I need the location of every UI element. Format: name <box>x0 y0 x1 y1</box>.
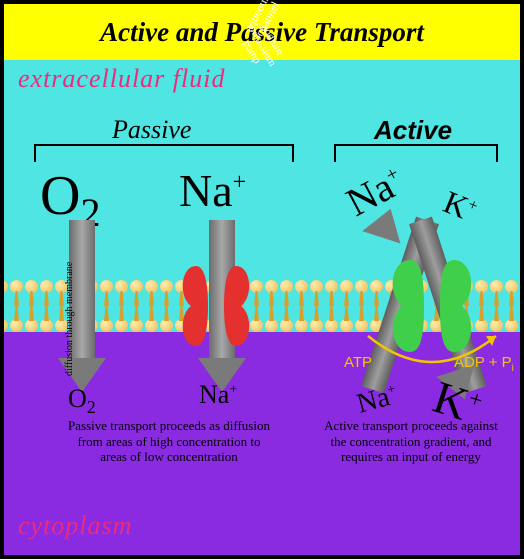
diffusion-label: diffusion through membrane <box>64 236 75 376</box>
active-section-label: Active <box>374 115 452 146</box>
o2-lower: O2 <box>68 384 96 418</box>
extracellular-label: extracellular fluid <box>18 64 225 94</box>
passive-bracket <box>34 144 294 162</box>
aqueous-channel-protein <box>176 256 256 356</box>
diagram-frame: Active and Passive Transport extracellul… <box>4 4 520 555</box>
passive-section-label: Passive <box>112 115 191 145</box>
atp-reaction-arc <box>362 328 502 378</box>
active-description: Active transport proceeds against the co… <box>316 418 506 465</box>
cytoplasm-label: cytoplasm <box>18 511 132 541</box>
passive-description: Passive transport proceeds as diffusion … <box>64 418 274 465</box>
na-lower-passive: Na+ <box>199 380 237 410</box>
active-bracket <box>334 144 498 162</box>
